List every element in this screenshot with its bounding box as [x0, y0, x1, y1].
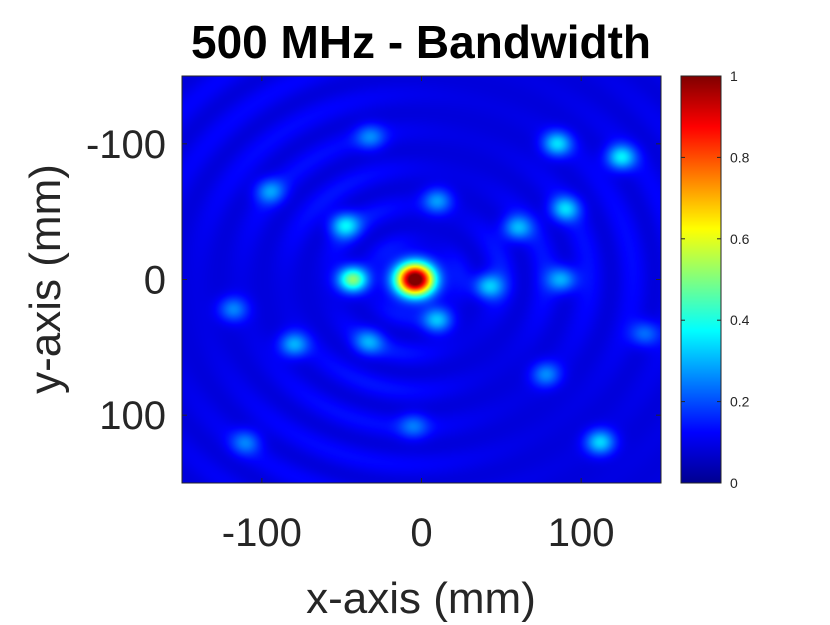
- colorbar-tick-label: 0.6: [730, 231, 750, 247]
- x-tick-label: -100: [222, 511, 302, 555]
- y-tick-label: 0: [144, 259, 166, 303]
- y-axis-ticks: -100 0 100: [86, 123, 661, 438]
- colorbar-tick-label: 0: [730, 475, 738, 491]
- y-axis-label: y-axis (mm): [21, 164, 70, 394]
- y-tick-label: 100: [99, 394, 166, 438]
- plot-area: [181, 75, 662, 484]
- colorbar-tick-label: 0.4: [730, 312, 750, 328]
- colorbar-ticks: 0 0.2 0.4 0.6 0.8 1: [681, 68, 750, 491]
- x-tick-label: 100: [548, 511, 615, 555]
- x-axis-label: x-axis (mm): [306, 574, 536, 623]
- colorbar-tick-label: 1: [730, 68, 738, 84]
- y-tick-label: -100: [86, 123, 166, 167]
- x-axis-ticks: -100 0 100: [222, 76, 615, 555]
- colorbar-frame: [680, 75, 722, 484]
- heatmap-image: [182, 76, 661, 483]
- colorbar-gradient: [681, 76, 721, 483]
- colorbar-tick-label: 0.8: [730, 149, 750, 165]
- x-tick-label: 0: [410, 511, 432, 555]
- colorbar-tick-label: 0.2: [730, 394, 750, 410]
- colorbar: 0 0.2 0.4 0.6 0.8 1: [680, 68, 750, 491]
- chart-title: 500 MHz - Bandwidth: [191, 16, 651, 68]
